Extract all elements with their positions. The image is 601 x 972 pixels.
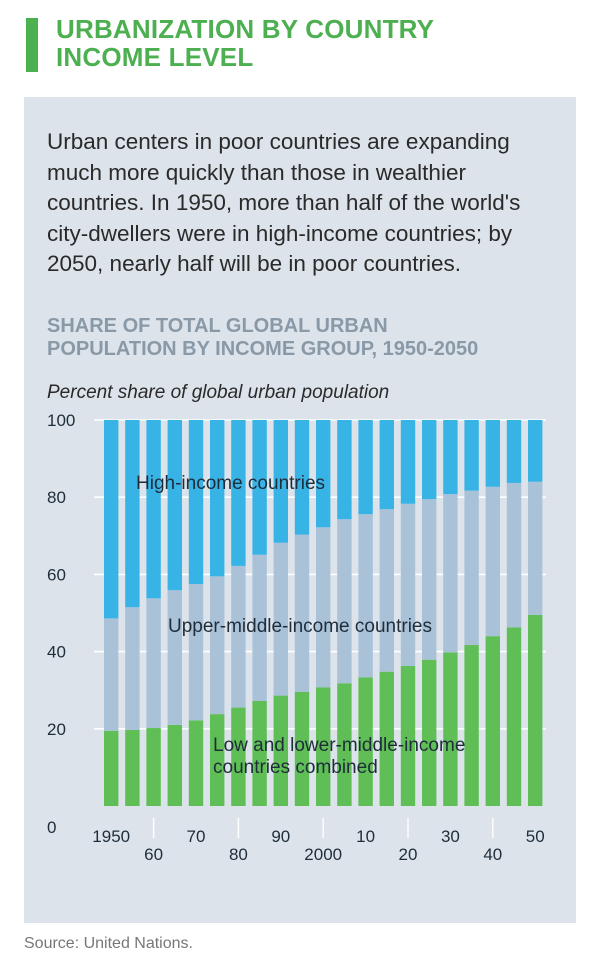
- bar-segment-upper-middle-income: [294, 534, 310, 692]
- source-note: Source: United Nations.: [24, 935, 193, 952]
- bar-segment-low-income: [379, 671, 394, 806]
- bar-segment-upper-middle-income: [125, 607, 140, 730]
- x-tick-label: 80: [229, 845, 248, 864]
- bar-segment-upper-middle-income: [443, 494, 458, 653]
- bar-segment-high-income: [316, 420, 331, 528]
- bar-segment-low-income: [358, 677, 373, 806]
- bar-segment-high-income: [125, 420, 140, 608]
- bar-segment-high-income: [464, 420, 479, 491]
- bar-segment-low-income: [400, 665, 416, 806]
- intro-text: Urban centers in poor countries are expa…: [47, 129, 521, 276]
- x-tick-label: 40: [483, 845, 502, 864]
- bar-segment-upper-middle-income: [273, 542, 288, 696]
- bar-segment-low-income: [231, 707, 246, 806]
- bar-segment-high-income: [146, 420, 161, 599]
- x-tick-label: 50: [526, 827, 545, 846]
- bar-segment-low-income: [316, 687, 331, 806]
- series-label: High-income countries: [136, 473, 325, 494]
- bar-segment-low-income: [104, 730, 119, 806]
- series-label: Low and lower-middle-income: [213, 735, 465, 756]
- bar-segment-low-income: [210, 714, 225, 806]
- bar-segment-low-income: [443, 652, 458, 806]
- bar-segment-low-income: [146, 728, 161, 806]
- bar-segment-upper-middle-income: [104, 618, 119, 731]
- series-label: countries combined: [213, 757, 378, 778]
- x-tick-label: 20: [399, 845, 418, 864]
- bar-segment-low-income: [252, 701, 267, 806]
- bar-segment-upper-middle-income: [231, 565, 246, 708]
- bar-segment-high-income: [167, 420, 182, 591]
- y-tick-label: 60: [47, 565, 66, 584]
- chart-title-line-1: SHARE OF TOTAL GLOBAL URBAN: [47, 315, 388, 337]
- bar-segment-high-income: [443, 420, 458, 495]
- y-axis-unit-label: Percent share of global urban population: [47, 382, 390, 403]
- page-title: URBANIZATION BY COUNTRY INCOME LEVEL: [56, 15, 434, 71]
- series-label: Upper-middle-income countries: [168, 616, 432, 637]
- bar-segment-high-income: [188, 420, 204, 585]
- bar-segment-high-income: [400, 420, 416, 504]
- y-tick-label: 100: [47, 411, 75, 430]
- bar-segment-upper-middle-income: [167, 590, 182, 725]
- bar-segment-upper-middle-income: [188, 584, 204, 721]
- page-title-line-2: INCOME LEVEL: [56, 42, 254, 72]
- chart-title-line-2: POPULATION BY INCOME GROUP, 1950-2050: [47, 338, 479, 360]
- bar-segment-high-income: [379, 420, 394, 510]
- bar-segment-high-income: [528, 420, 543, 482]
- y-tick-label: 0: [47, 818, 56, 837]
- page-title-line-1: URBANIZATION BY COUNTRY: [56, 14, 435, 44]
- y-tick-label: 20: [47, 720, 66, 739]
- bar-segment-low-income: [506, 627, 522, 806]
- bar-segment-high-income: [422, 420, 437, 500]
- bar-segment-high-income: [294, 420, 310, 535]
- bar-segment-upper-middle-income: [485, 486, 500, 637]
- bar-segment-high-income: [273, 420, 288, 543]
- y-tick-label: 40: [47, 643, 66, 662]
- chart-title: SHARE OF TOTAL GLOBAL URBAN POPULATION B…: [47, 315, 577, 361]
- bar-segment-low-income: [337, 683, 352, 806]
- x-tick-label: 60: [144, 845, 163, 864]
- y-tick-label: 80: [47, 488, 66, 507]
- bar-segment-upper-middle-income: [358, 514, 373, 678]
- bar-segment-upper-middle-income: [464, 490, 479, 646]
- bar-segment-high-income: [485, 420, 500, 487]
- bar-segment-low-income: [125, 729, 140, 806]
- bar-segment-upper-middle-income: [506, 482, 522, 628]
- bar-segment-low-income: [273, 695, 288, 806]
- bar-segment-high-income: [337, 420, 352, 520]
- bar-segment-high-income: [104, 420, 119, 619]
- x-tick-label: 10: [356, 827, 375, 846]
- bar-segment-upper-middle-income: [528, 481, 543, 615]
- x-tick-label: 30: [441, 827, 460, 846]
- bar-segment-low-income: [188, 720, 204, 806]
- bar-segment-upper-middle-income: [422, 499, 437, 660]
- bar-segment-upper-middle-income: [337, 519, 352, 684]
- x-tick-label: 90: [271, 827, 290, 846]
- x-tick-label: 1950: [92, 827, 130, 846]
- bar-segment-low-income: [485, 636, 500, 806]
- bar-segment-upper-middle-income: [316, 527, 331, 688]
- bar-segment-low-income: [422, 659, 437, 806]
- bar-segment-high-income: [358, 420, 373, 515]
- bar-segment-high-income: [210, 420, 225, 577]
- bar-segment-upper-middle-income: [210, 576, 225, 715]
- bar-segment-upper-middle-income: [146, 598, 161, 729]
- x-tick-label: 70: [187, 827, 206, 846]
- bar-segment-upper-middle-income: [379, 509, 394, 672]
- title-accent-bar: [26, 18, 38, 72]
- bar-segment-low-income: [528, 614, 543, 806]
- bar-segment-high-income: [231, 420, 246, 566]
- bar-segment-upper-middle-income: [400, 503, 416, 666]
- bar-segment-upper-middle-income: [252, 554, 267, 702]
- bar-segment-low-income: [464, 645, 479, 806]
- bar-segment-high-income: [506, 420, 522, 483]
- bar-segment-low-income: [167, 724, 182, 806]
- x-tick-label: 2000: [304, 845, 342, 864]
- bar-segment-high-income: [252, 420, 267, 555]
- bar-segment-low-income: [294, 691, 310, 806]
